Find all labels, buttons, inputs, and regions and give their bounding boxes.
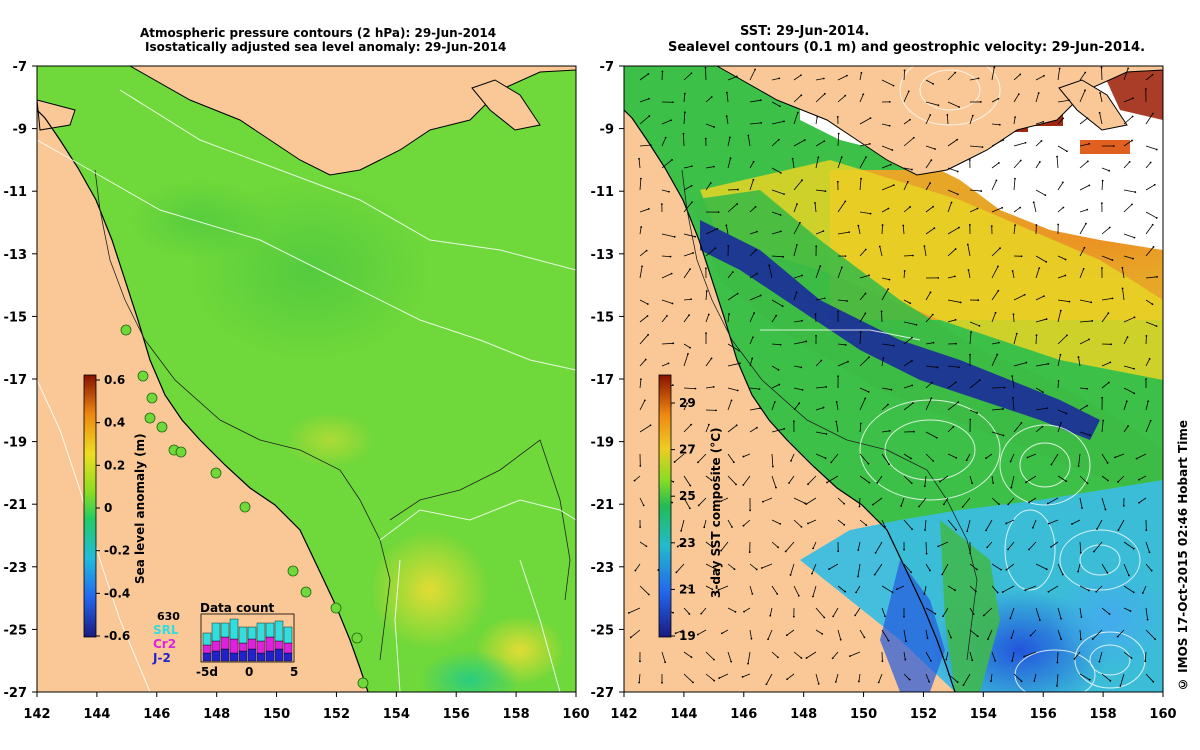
right-sealevel-contours bbox=[760, 66, 1146, 692]
left-title-line2: Isostatically adjusted sea level anomaly… bbox=[145, 40, 507, 54]
right-title-line2: Sealevel contours (0.1 m) and geostrophi… bbox=[668, 40, 1146, 55]
left-lat-tick--11: -11 bbox=[4, 185, 28, 200]
right-velocity-arrows bbox=[628, 66, 1158, 687]
left-map bbox=[37, 66, 576, 692]
right-colorbar-label: 3-day SST composite (°C) bbox=[709, 427, 723, 598]
right-lat-tick--21: -21 bbox=[591, 498, 615, 513]
right-coastline bbox=[624, 109, 956, 692]
right-lon-tick-154: 154 bbox=[970, 707, 997, 722]
left-lat-tick--15: -15 bbox=[4, 310, 28, 325]
left-colorbar-tick-0.4: 0.4 bbox=[104, 416, 125, 430]
left-lon-tick-148: 148 bbox=[203, 707, 230, 722]
left-lat-tick--25: -25 bbox=[4, 623, 28, 638]
left-lat-tick--21: -21 bbox=[4, 498, 28, 513]
right-lon-tick-148: 148 bbox=[790, 707, 817, 722]
inset-tick-5: 5 bbox=[290, 665, 298, 679]
right-lon-tick-152: 152 bbox=[910, 707, 937, 722]
right-lat-tick--17: -17 bbox=[591, 373, 615, 388]
inset-tick-0: 0 bbox=[245, 665, 253, 679]
left-lon-tick-142: 142 bbox=[23, 707, 50, 722]
left-lon-tick-144: 144 bbox=[83, 707, 110, 722]
legend-j2: J-2 bbox=[152, 651, 171, 665]
right-lat-tick--13: -13 bbox=[591, 248, 615, 263]
right-lat-tick--19: -19 bbox=[591, 436, 615, 451]
data-count-total: 630 bbox=[157, 610, 180, 623]
right-lat-tick--23: -23 bbox=[591, 561, 615, 576]
left-lon-tick-160: 160 bbox=[562, 707, 589, 722]
left-lat-tick--19: -19 bbox=[4, 436, 28, 451]
left-lon-tick-154: 154 bbox=[383, 707, 410, 722]
right-lon-tick-150: 150 bbox=[850, 707, 877, 722]
data-count-bars bbox=[202, 618, 293, 662]
left-lon-tick-158: 158 bbox=[503, 707, 530, 722]
right-lat-tick--15: -15 bbox=[591, 310, 615, 325]
right-lon-tick-160: 160 bbox=[1149, 707, 1176, 722]
inset-tick-neg5: -5d bbox=[196, 665, 218, 679]
left-colorbar-tick--0.4: -0.4 bbox=[104, 586, 130, 600]
left-lat-tick--7: -7 bbox=[13, 60, 27, 75]
left-lat-tick--17: -17 bbox=[4, 373, 28, 388]
left-colorbar-label: Sea level anomaly (m) bbox=[133, 433, 147, 584]
right-lat-tick--11: -11 bbox=[591, 185, 615, 200]
right-colorbar-tick-27: 27 bbox=[679, 443, 696, 457]
right-lat-tick--25: -25 bbox=[591, 623, 615, 638]
left-lat-tick--23: -23 bbox=[4, 561, 28, 576]
right-lon-tick-146: 146 bbox=[730, 707, 757, 722]
right-colorbar bbox=[658, 374, 672, 638]
axes-group: 142 144 146 148 150 152 154 156 158 160 -7 -9 -11 -13… bbox=[4, 60, 1177, 722]
left-new-guinea-land bbox=[37, 66, 576, 176]
left-colorbar-tick-0.6: 0.6 bbox=[104, 373, 125, 387]
left-colorbar-ticks: 0.6 0.4 0.2 0 -0.2 -0.4 -0.6 bbox=[96, 373, 130, 643]
right-map bbox=[624, 66, 1163, 692]
data-count-inset: Data count 630 SRL Cr2 J-2 -5d 0 5 bbox=[152, 601, 298, 679]
right-lat-tick--9: -9 bbox=[600, 123, 614, 138]
legend-srl: SRL bbox=[153, 623, 179, 637]
left-tide-gauges bbox=[120, 324, 369, 689]
right-colorbar-ticks: 29 27 25 23 21 19 bbox=[671, 396, 696, 643]
right-lat-tick--7: -7 bbox=[600, 60, 614, 75]
right-lon-tick-142: 142 bbox=[610, 707, 637, 722]
left-title-line1: Atmospheric pressure contours (2 hPa): 2… bbox=[140, 26, 497, 40]
left-lat-tick--9: -9 bbox=[13, 123, 27, 138]
left-lon-tick-146: 146 bbox=[143, 707, 170, 722]
left-colorbar bbox=[83, 374, 97, 638]
legend-cr2: Cr2 bbox=[153, 637, 176, 651]
left-colorbar-tick--0.6: -0.6 bbox=[104, 629, 130, 643]
left-colorbar-tick--0.2: -0.2 bbox=[104, 544, 130, 558]
left-coastline bbox=[37, 109, 369, 692]
right-lon-tick-156: 156 bbox=[1030, 707, 1057, 722]
left-lon-tick-150: 150 bbox=[263, 707, 290, 722]
right-colorbar-tick-25: 25 bbox=[679, 489, 696, 503]
imos-credit: © IMOS 17-Oct-2015 02:46 Hobart Time bbox=[1176, 420, 1190, 692]
right-colorbar-tick-19: 19 bbox=[679, 629, 696, 643]
right-new-guinea-land bbox=[624, 66, 1163, 176]
right-colorbar-tick-21: 21 bbox=[679, 582, 696, 596]
right-lon-tick-144: 144 bbox=[670, 707, 697, 722]
left-lon-tick-156: 156 bbox=[443, 707, 470, 722]
left-colorbar-tick-0: 0 bbox=[104, 501, 112, 515]
left-lat-tick--27: -27 bbox=[4, 686, 28, 701]
right-title-line1: SST: 29-Jun-2014. bbox=[740, 24, 870, 39]
left-lat-tick--13: -13 bbox=[4, 248, 28, 263]
right-lat-tick--27: -27 bbox=[591, 686, 615, 701]
left-lon-tick-152: 152 bbox=[323, 707, 350, 722]
right-colorbar-tick-29: 29 bbox=[679, 396, 696, 410]
right-lon-tick-158: 158 bbox=[1090, 707, 1117, 722]
left-colorbar-tick-0.2: 0.2 bbox=[104, 458, 125, 472]
right-colorbar-tick-23: 23 bbox=[679, 536, 696, 550]
data-count-title: Data count bbox=[200, 601, 275, 615]
